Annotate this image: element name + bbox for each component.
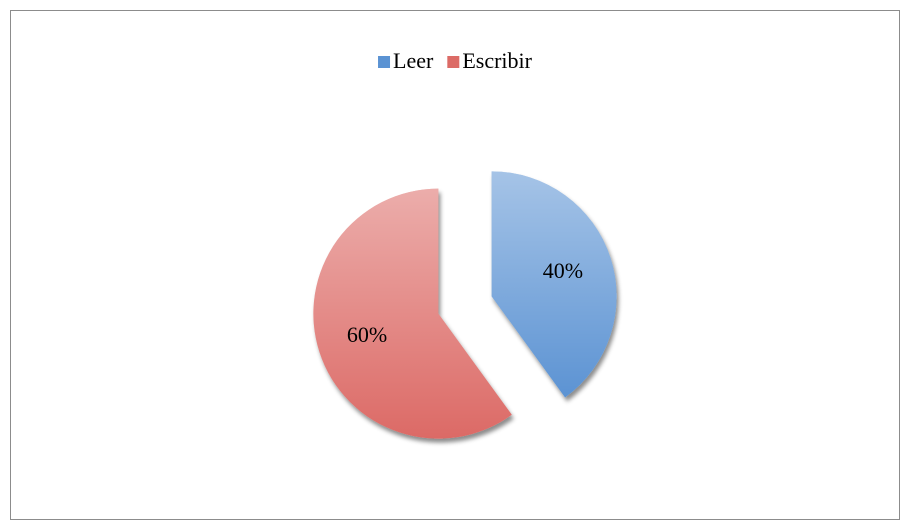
chart-border <box>10 10 900 520</box>
data-label: 40% <box>543 258 583 283</box>
slice-shine <box>313 188 512 439</box>
legend-label: Escribir <box>462 48 532 73</box>
legend-swatch <box>447 56 460 68</box>
data-label: 60% <box>347 322 387 347</box>
pie: 40% 60% <box>313 171 617 439</box>
legend: Leer Escribir <box>378 48 533 73</box>
legend-swatch <box>378 56 391 68</box>
slice-shine <box>491 171 617 398</box>
legend-label: Leer <box>393 48 434 73</box>
